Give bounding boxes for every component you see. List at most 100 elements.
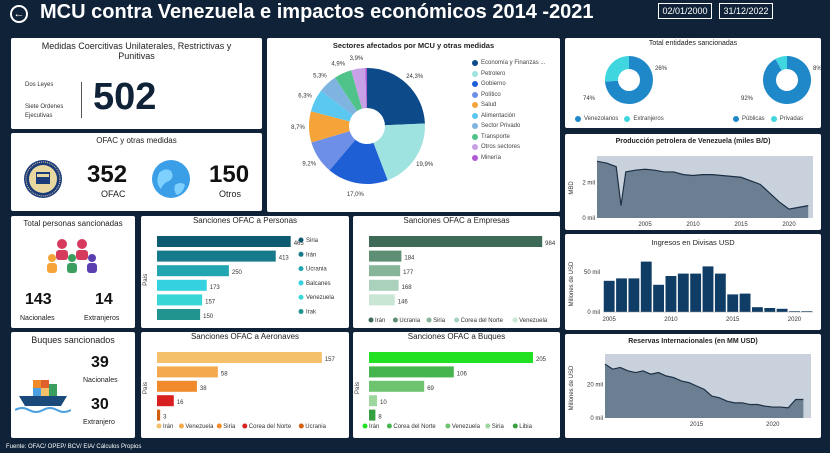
sector-slice[interactable] <box>310 90 353 122</box>
bar[interactable] <box>653 284 665 312</box>
bar[interactable] <box>776 308 788 312</box>
legend-label: Venezuela <box>519 318 548 324</box>
bar[interactable] <box>801 311 813 312</box>
y-axis-label: MBD <box>569 181 575 195</box>
bar[interactable] <box>789 311 800 312</box>
entidad-slice[interactable] <box>775 56 787 71</box>
bar[interactable] <box>690 273 702 312</box>
date-start-field[interactable]: 02/01/2000 <box>658 3 712 19</box>
bar[interactable] <box>157 250 276 262</box>
ofac-title: OFAC y otras medidas <box>96 136 177 145</box>
bar[interactable] <box>369 250 402 262</box>
bar[interactable] <box>616 278 627 312</box>
sector-slice[interactable] <box>373 123 425 181</box>
legend-item[interactable]: Economía y Finanzas ... <box>472 60 545 66</box>
legend-label: Venezolanos <box>584 116 619 122</box>
divisas-title: Ingresos en Divisas USD <box>651 238 735 247</box>
sector-slice[interactable] <box>365 68 367 109</box>
legend-item[interactable]: Petrolero <box>472 70 545 77</box>
bar[interactable] <box>157 236 291 247</box>
bar[interactable] <box>751 307 763 312</box>
bar[interactable] <box>369 395 377 407</box>
legend-label: Públicas <box>742 116 765 122</box>
bar-value-label: 38 <box>200 386 207 392</box>
bar-value-label: 69 <box>427 386 434 392</box>
bar[interactable] <box>369 294 395 306</box>
bar-value-label: 465 <box>294 241 305 247</box>
bar[interactable] <box>157 279 207 291</box>
bar[interactable] <box>369 352 533 363</box>
bar[interactable] <box>157 309 201 320</box>
divisas-bar-chart: 2005 2010 2015 2020 0 mil 50 mil Millones de U… <box>569 261 813 323</box>
entidades-panel: Total entidades sancionadas 74% 26% 92% 8% … <box>565 38 821 128</box>
sector-slice[interactable] <box>311 131 356 171</box>
entidad-slice[interactable] <box>605 56 629 82</box>
legend-item[interactable]: Otros sectores <box>472 144 545 150</box>
legend-label: Otros sectores <box>481 144 521 150</box>
y-tick: 0 mil <box>587 310 600 316</box>
bar[interactable] <box>628 278 640 312</box>
entidad-slice[interactable] <box>763 56 811 104</box>
divisas-panel: Ingresos en Divisas USD 2005 2010 2015 2020… <box>565 234 821 330</box>
legend-item[interactable]: Minería <box>472 154 545 161</box>
bar[interactable] <box>640 261 652 312</box>
bar[interactable] <box>739 293 751 312</box>
bar[interactable] <box>727 294 739 312</box>
legend-dot <box>472 154 478 161</box>
legend-item[interactable]: Transporte <box>472 133 545 140</box>
bar[interactable] <box>369 236 543 247</box>
legend-publicas: Públicas <box>733 116 765 122</box>
medidas-total: 502 <box>93 76 157 118</box>
y-tick: 0 mil <box>582 216 595 222</box>
bar[interactable] <box>677 273 689 312</box>
sector-slice[interactable] <box>329 139 388 184</box>
legend-item[interactable]: Salud <box>472 102 545 108</box>
legend-dot <box>298 309 304 315</box>
sector-slice[interactable] <box>351 68 367 109</box>
sector-slice[interactable] <box>320 77 358 116</box>
sectores-legend: Economía y Finanzas ... Petrolero Gobierno… <box>472 60 545 161</box>
date-end-field[interactable]: 31/12/2022 <box>719 3 773 19</box>
arrow-left-icon[interactable]: ← <box>10 5 28 23</box>
bar-value-label: 10 <box>380 400 387 406</box>
area-line <box>604 363 804 409</box>
legend-item[interactable]: Gobierno <box>472 81 545 87</box>
bar[interactable] <box>369 409 376 421</box>
bar[interactable] <box>157 380 197 392</box>
bar[interactable] <box>702 266 714 312</box>
bar[interactable] <box>665 276 677 312</box>
bar-value-label: 157 <box>325 357 336 363</box>
divider <box>81 82 82 118</box>
bar[interactable] <box>764 308 776 312</box>
bar[interactable] <box>603 280 615 312</box>
bar-value-label: 16 <box>177 400 184 406</box>
legend-dot <box>386 423 392 429</box>
entidades-title: Total entidades sancionadas <box>648 40 738 47</box>
bar[interactable] <box>157 352 322 363</box>
legend-item[interactable]: Sector Privado <box>472 123 545 129</box>
legend-item[interactable]: Alimentación <box>472 112 545 119</box>
legend-label: Privadas <box>779 116 804 122</box>
bar[interactable] <box>157 395 174 407</box>
sector-slice[interactable] <box>309 111 350 143</box>
entidad-slice[interactable] <box>605 56 653 104</box>
bar[interactable] <box>714 273 726 312</box>
bar[interactable] <box>157 294 203 306</box>
sector-label: 17,0% <box>347 192 365 198</box>
bar[interactable] <box>369 380 425 392</box>
sector-label: 9,2% <box>302 162 316 168</box>
bar[interactable] <box>157 366 218 378</box>
y-axis-label: País <box>355 382 361 394</box>
sector-slice[interactable] <box>335 70 363 111</box>
sector-slice[interactable] <box>367 68 425 126</box>
legend-item[interactable]: Político <box>472 91 545 98</box>
produccion-title: Producción petrolera de Venezuela (miles… <box>615 138 771 145</box>
legend-dot <box>298 423 304 429</box>
bar[interactable] <box>369 265 401 277</box>
bar[interactable] <box>369 279 399 291</box>
sanc-empresas-title: Sanciones OFAC a Empresas <box>403 216 510 225</box>
bar[interactable] <box>369 366 454 378</box>
y-axis-label: País <box>143 382 149 394</box>
bar[interactable] <box>157 409 161 421</box>
bar[interactable] <box>157 265 229 277</box>
